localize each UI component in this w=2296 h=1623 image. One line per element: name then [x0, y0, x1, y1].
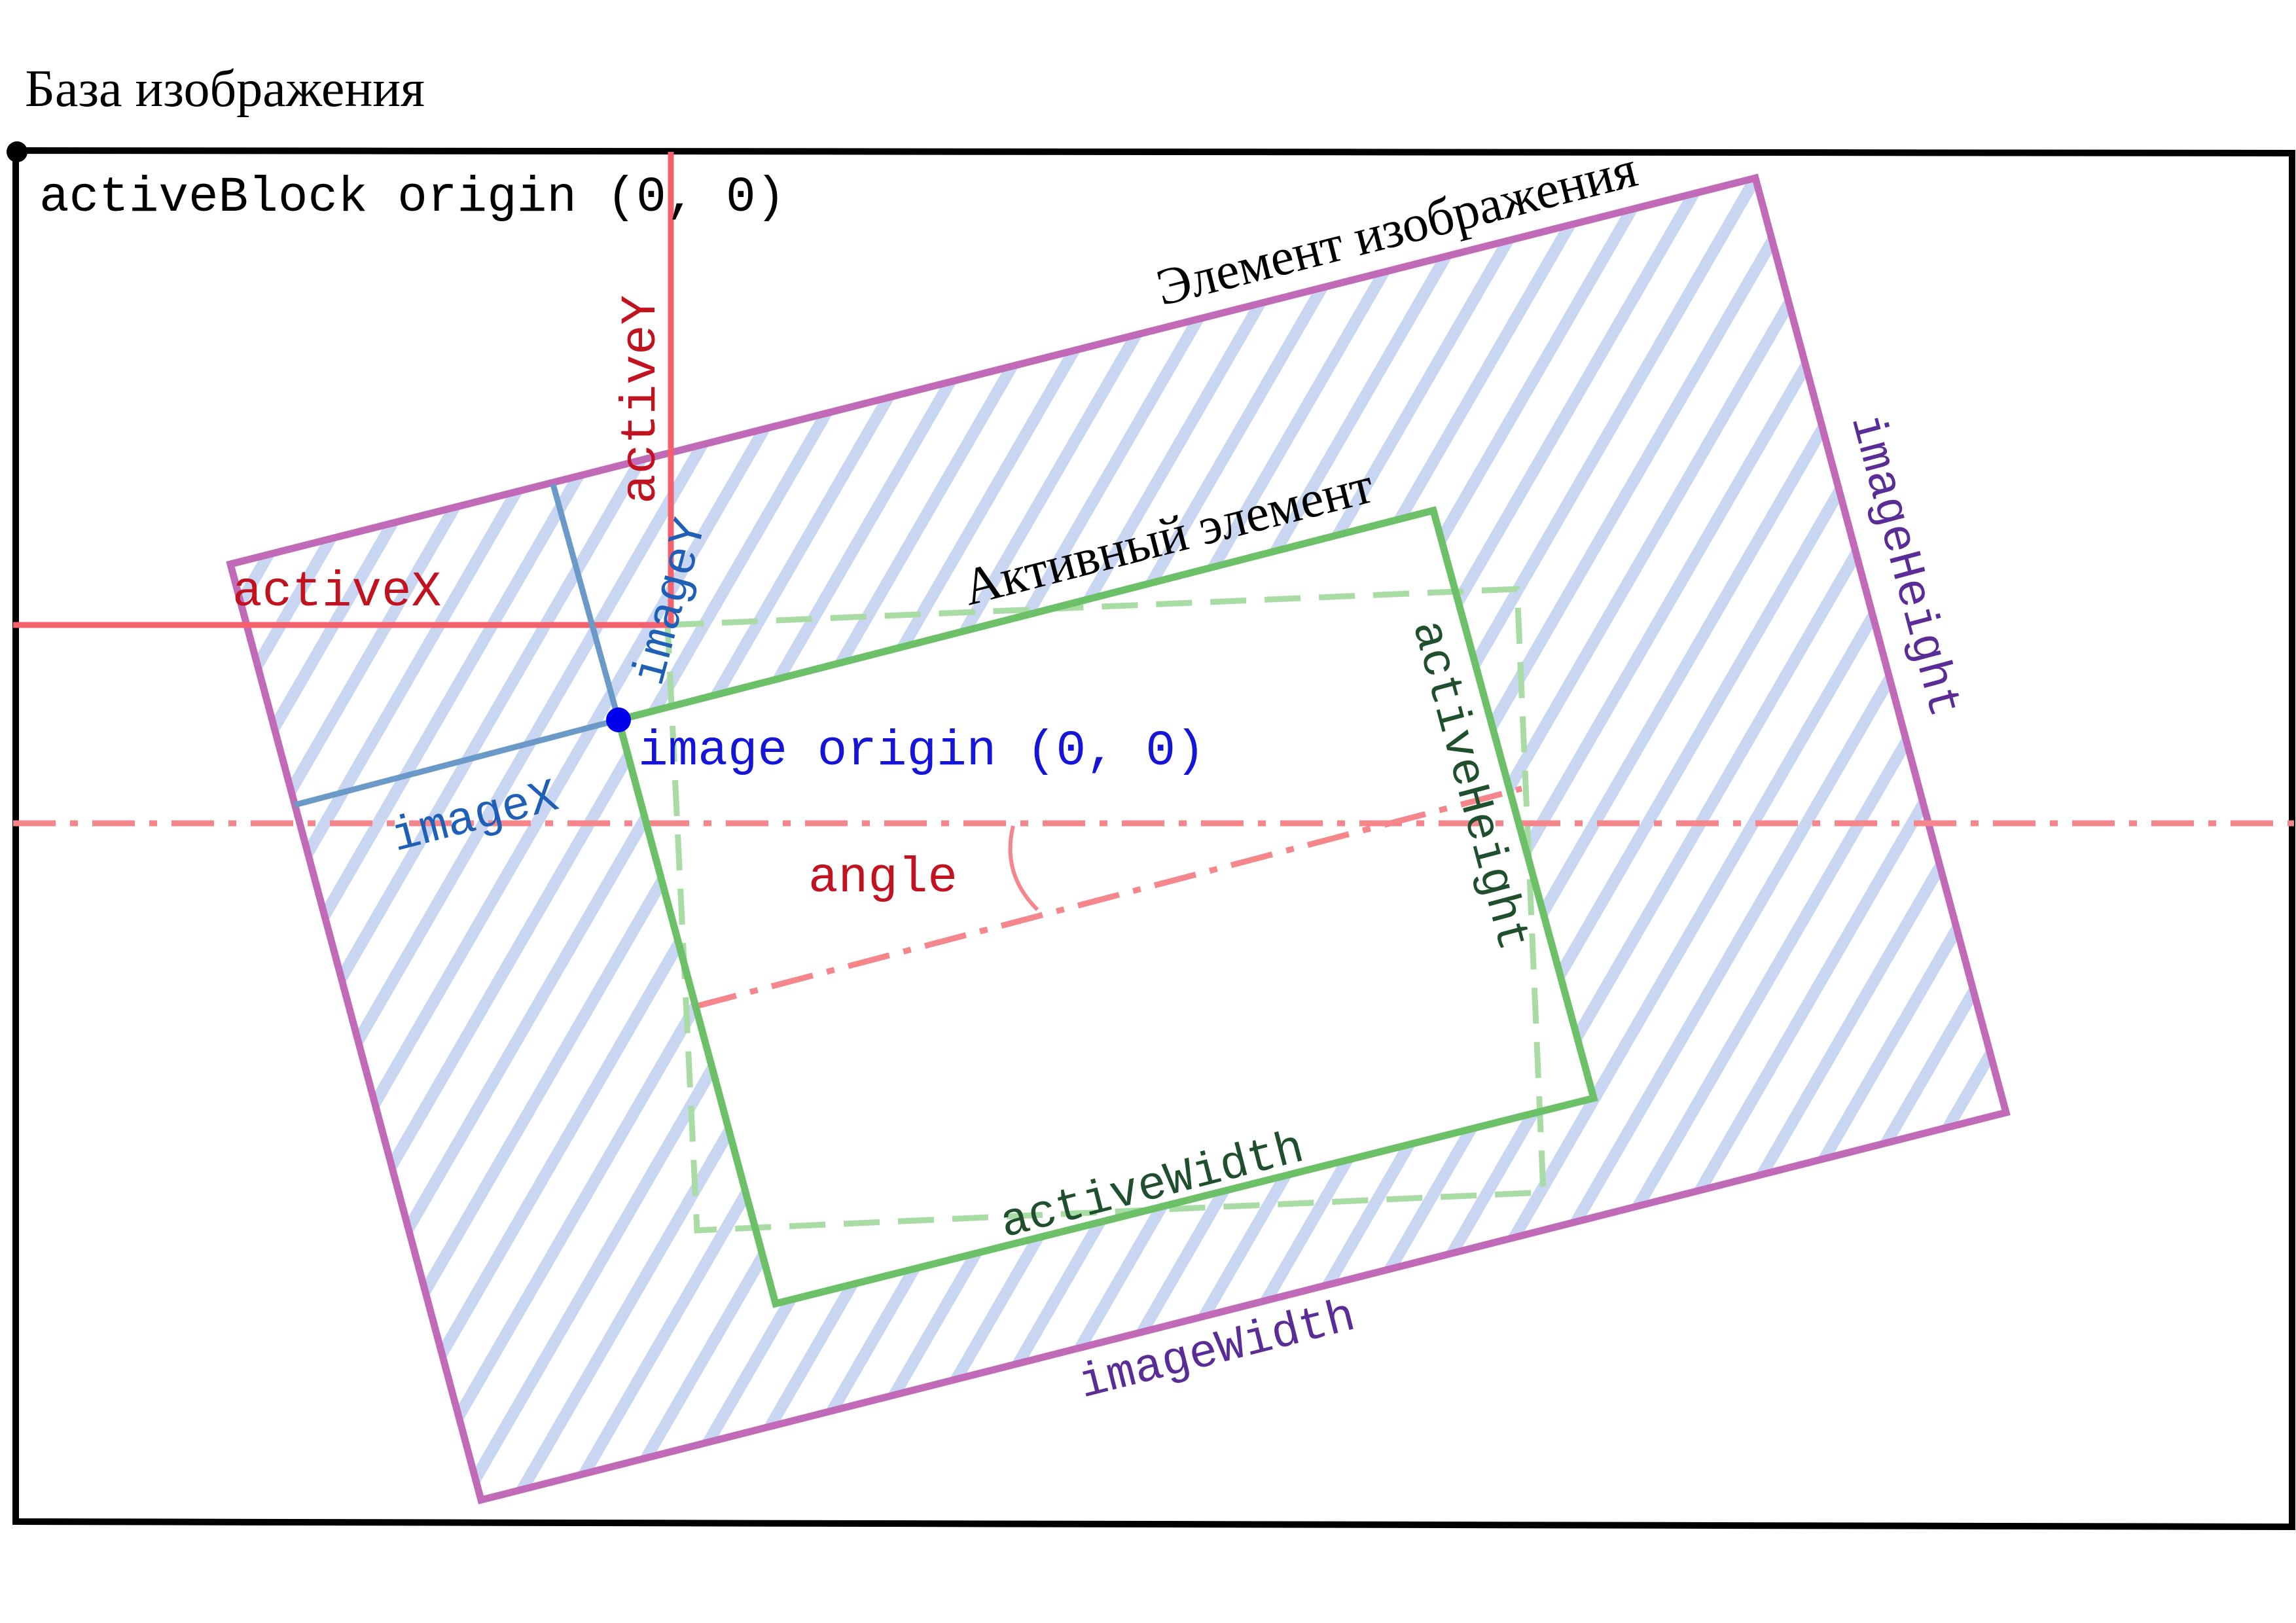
- angle-arc: [1008, 825, 1039, 912]
- active-y-label: activeY: [613, 295, 670, 504]
- angle-label: angle: [808, 850, 958, 906]
- active-block-frame: [12, 147, 2295, 1531]
- image-y-offset-line: [550, 483, 622, 721]
- active-block-origin-label: activeBlock origin (0, 0): [39, 169, 785, 226]
- active-element-fill: [619, 510, 1594, 1304]
- diagram-title: База изображения: [25, 60, 425, 118]
- rotated-reference-axis: [694, 785, 1523, 1010]
- active-element-unrotated-rectangle: [664, 586, 1547, 1234]
- image-origin-dot: [606, 707, 631, 732]
- active-block-origin-dot: [7, 141, 27, 162]
- active-x-label: activeX: [232, 564, 441, 620]
- image-x-offset-line: [293, 717, 620, 808]
- active-element-rectangle: [614, 506, 1598, 1308]
- active-offset-lines: [13, 152, 674, 628]
- image-origin-label: image origin (0, 0): [638, 723, 1206, 779]
